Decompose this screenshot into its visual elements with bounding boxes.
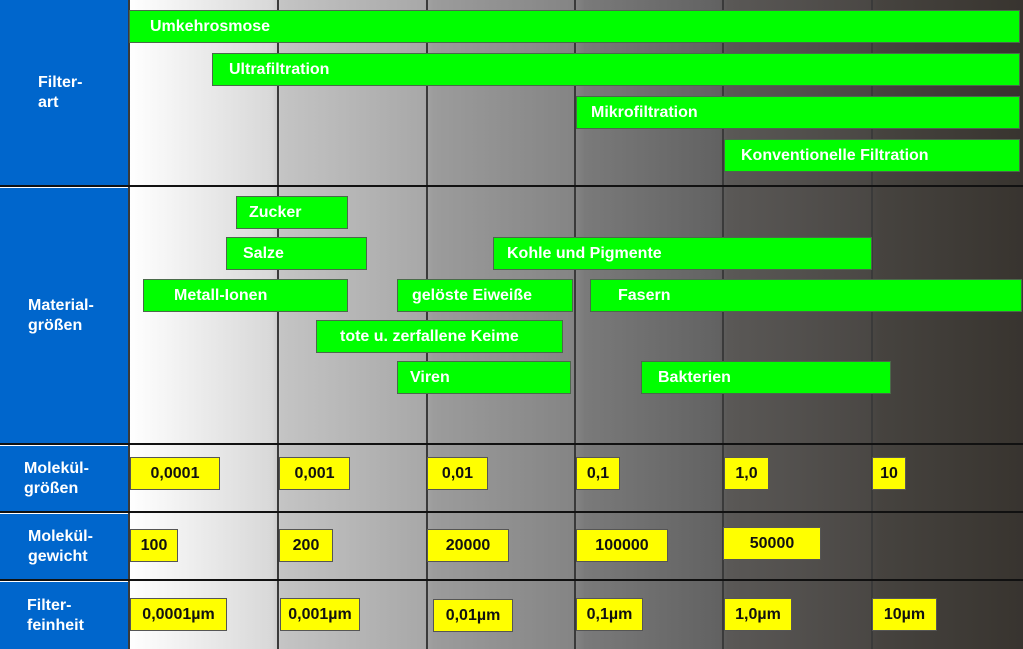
- row-label-text: Material- größen: [28, 297, 94, 334]
- grid-line: [871, 0, 873, 649]
- range-fasern: Fasern: [590, 279, 1022, 312]
- filter-fineness-value: 0,0001µm: [130, 598, 227, 631]
- filter-fineness-value: 10µm: [872, 598, 937, 631]
- range-geloeste-eiweisse: gelöste Eiweiße: [397, 279, 573, 312]
- molecule-weight-value: 20000: [427, 529, 509, 562]
- row-label-text: Filter- feinheit: [27, 596, 84, 634]
- row-label-text: Molekül- größen: [24, 460, 89, 497]
- filter-fineness-value: 1,0µm: [724, 598, 792, 631]
- molecule-weight-value: 100: [130, 529, 178, 562]
- molecule-size-value: 0,001: [279, 457, 350, 490]
- range-viren: Viren: [397, 361, 571, 394]
- grid-line: [722, 0, 724, 649]
- range-ultrafiltration: Ultrafiltration: [212, 53, 1020, 86]
- grid-line: [0, 579, 1023, 581]
- molecule-weight-value: 100000: [576, 529, 668, 562]
- range-salze: Salze: [226, 237, 367, 270]
- grid-line: [0, 511, 1023, 513]
- range-umkehrosmose: Umkehrosmose: [129, 10, 1020, 43]
- molecule-size-value: 0,0001: [130, 457, 220, 490]
- grid-line: [0, 443, 1023, 445]
- row-label-text: Filter- art: [38, 74, 83, 111]
- range-kohle-pigmente: Kohle und Pigmente: [493, 237, 872, 270]
- filter-fineness-value: 0,01µm: [433, 599, 513, 632]
- molecule-size-value: 10: [872, 457, 906, 490]
- row-label-filterart: Filter- art: [0, 0, 129, 186]
- row-label-text: Molekül- gewicht: [28, 528, 93, 565]
- row-label-molekuelgroessen: Molekül- größen: [0, 446, 129, 512]
- grid-line: [574, 0, 576, 649]
- range-zucker: Zucker: [236, 196, 348, 229]
- filter-fineness-value: 0,001µm: [280, 598, 360, 631]
- row-label-materialgroessen: Material- größen: [0, 188, 129, 444]
- grid-line: [277, 0, 279, 649]
- molecule-size-value: 0,01: [427, 457, 488, 490]
- molecule-weight-value: 50000: [723, 527, 821, 560]
- molecule-size-value: 0,1: [576, 457, 620, 490]
- molecule-size-value: 1,0: [724, 457, 769, 490]
- filter-fineness-value: 0,1µm: [576, 598, 643, 631]
- grid-line: [128, 0, 130, 649]
- grid-line: [0, 185, 1023, 187]
- range-metall-ionen: Metall-Ionen: [143, 279, 348, 312]
- row-label-molekuelgewicht: Molekül- gewicht: [0, 514, 129, 580]
- range-tote-keime: tote u. zerfallene Keime: [316, 320, 563, 353]
- range-mikrofiltration: Mikrofiltration: [576, 96, 1020, 129]
- range-bakterien: Bakterien: [641, 361, 891, 394]
- row-label-filterfeinheit: Filter- feinheit: [0, 582, 129, 649]
- molecule-weight-value: 200: [279, 529, 333, 562]
- range-konventionelle-filtration: Konventionelle Filtration: [724, 139, 1020, 172]
